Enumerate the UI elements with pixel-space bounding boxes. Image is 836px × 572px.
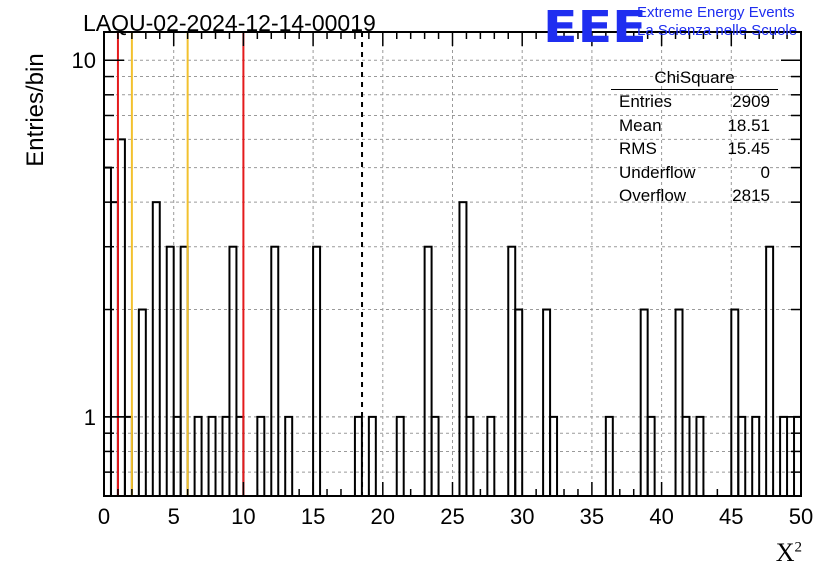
histogram-bin — [751, 415, 761, 498]
histogram-bin — [270, 245, 280, 497]
x-tick-label: 0 — [98, 504, 110, 529]
x-tick-label: 5 — [168, 504, 180, 529]
histogram-bin — [730, 308, 740, 497]
stats-row-overflow: Overflow 2815 — [619, 186, 770, 205]
histogram-bin — [228, 245, 238, 497]
y-tick-label: 1 — [84, 405, 96, 430]
histogram-bin — [486, 415, 496, 498]
x-tick-label: 40 — [649, 504, 673, 529]
stats-row-entries: Entries 2909 — [619, 92, 770, 111]
histogram-bin — [793, 415, 803, 498]
histogram-bin — [639, 308, 649, 497]
x-tick-label: 50 — [789, 504, 813, 529]
histogram-bin — [549, 415, 559, 498]
histogram-bin — [542, 308, 552, 497]
histogram-bin — [430, 415, 440, 498]
stats-row-mean: Mean 18.51 — [619, 115, 770, 135]
y-axis-label: Entries/bin — [22, 53, 49, 167]
histogram-bin — [507, 245, 517, 497]
histogram-title: LAQU-02-2024-12-14-00019 — [83, 10, 376, 36]
histogram-bin — [172, 415, 182, 498]
histogram-bin — [779, 415, 789, 498]
histogram-bin — [221, 415, 231, 498]
x-tick-label: 10 — [231, 504, 255, 529]
stats-row-underflow: Underflow 0 — [619, 162, 770, 182]
histogram-bin — [395, 415, 405, 498]
stats-row-rms: RMS 15.45 — [619, 139, 770, 158]
eee-logo: EEE — [543, 2, 647, 53]
x-tick-label: 25 — [440, 504, 464, 529]
x-tick-label: 35 — [580, 504, 604, 529]
histogram-bin — [604, 415, 614, 498]
histogram-bin — [465, 415, 475, 498]
x-tick-label: 20 — [371, 504, 395, 529]
histogram-bin — [165, 245, 175, 497]
histogram-bin — [284, 415, 294, 498]
histogram-bin — [179, 245, 189, 497]
x-axis-label: X2 — [775, 538, 802, 567]
histogram-bin — [353, 415, 363, 498]
histogram-bin — [514, 308, 524, 497]
histogram-bin — [312, 245, 322, 497]
histogram-bin — [123, 415, 133, 498]
histogram-bin — [765, 245, 775, 497]
x-tick-label: 45 — [719, 504, 743, 529]
histogram-bin — [423, 245, 433, 497]
x-tick-label: 15 — [301, 504, 325, 529]
histogram-bin — [681, 415, 691, 498]
histogram-bin — [674, 308, 684, 497]
histogram-bin — [367, 415, 377, 498]
histogram-bin — [256, 415, 266, 498]
histogram-bin — [646, 415, 656, 498]
histogram-bin — [137, 308, 147, 497]
histogram-bin — [116, 138, 126, 497]
stats-title: ChiSquare — [611, 68, 778, 90]
y-tick-label: 10 — [72, 48, 96, 73]
eee-logo-text: Extreme Energy Events La Scienza nelle S… — [637, 4, 798, 39]
histogram-bin — [737, 415, 747, 498]
histogram-bin — [207, 415, 217, 498]
histogram-bin — [103, 166, 112, 497]
x-tick-label: 30 — [510, 504, 534, 529]
histogram-bin — [193, 415, 203, 498]
stats-box: ChiSquare Entries 2909 Mean 18.51 RMS 15.45… — [611, 68, 778, 210]
histogram-bin — [235, 415, 245, 498]
histogram-bin — [695, 415, 705, 498]
